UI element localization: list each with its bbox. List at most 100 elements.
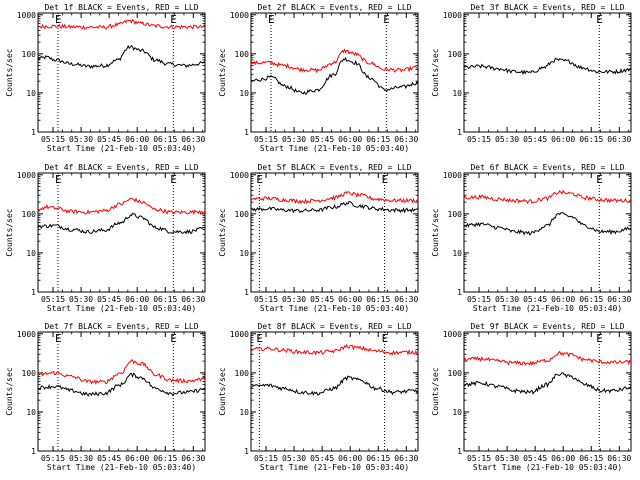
x-axis-label: Start Time (21-Feb-10 05:03:40) [473,463,622,472]
y-tick-label: 1 [244,288,249,297]
y-tick-label: 10 [26,249,36,258]
series-line-1 [250,375,419,396]
event-marker-label: E [596,332,603,345]
x-tick-label: 06:30 [394,295,418,304]
y-tick-label: 1 [31,288,36,297]
chart-panel-8: Det 8f BLACK = Events, RED = LLD 1 10 100 10… [218,322,419,472]
x-tick-label: 05:15 [41,295,65,304]
y-tick-label: 100 [235,210,250,219]
event-marker-label: E [382,332,389,345]
x-tick-label: 06:15 [366,135,390,144]
plot-frame [250,172,419,293]
plot-frame [463,12,632,133]
event-marker-label: E [256,332,263,345]
y-tick-label: 100 [235,369,250,378]
x-tick-label: 06:30 [607,454,631,463]
chart-panel-5: Det 5f BLACK = Events, RED = LLD 1 10 100 10… [218,163,419,313]
series-line-2 [37,359,206,385]
y-tick-label: 1000 [230,330,249,339]
chart-title: Det 6f BLACK = Events, RED = LLD [470,163,624,172]
x-tick-label: 06:15 [153,295,177,304]
y-tick-label: 10 [452,89,462,98]
y-axis-label: Counts/sec [431,48,440,96]
event-marker-label: E [170,13,177,26]
event-marker-label: E [170,173,177,186]
chart-panel-6: Det 6f BLACK = Events, RED = LLD 1 10 100 10… [431,163,632,313]
series-line-2 [37,197,206,216]
event-marker-label: E [382,173,389,186]
y-tick-label: 10 [452,249,462,258]
x-tick-label: 05:45 [310,454,334,463]
x-tick-label: 05:45 [97,454,121,463]
x-tick-label: 05:15 [254,454,278,463]
y-tick-label: 100 [448,50,463,59]
plot-frame [250,331,419,452]
chart-title: Det 1f BLACK = Events, RED = LLD [44,3,198,12]
y-tick-label: 10 [239,249,249,258]
x-axis-label: Start Time (21-Feb-10 05:03:40) [260,463,409,472]
x-tick-label: 06:30 [181,295,205,304]
x-tick-label: 05:30 [69,135,93,144]
y-tick-label: 1000 [17,171,36,180]
x-tick-label: 05:15 [467,295,491,304]
event-marker-label: E [596,173,603,186]
y-tick-label: 1000 [443,171,462,180]
chart-title: Det 2f BLACK = Events, RED = LLD [257,3,411,12]
y-tick-label: 1 [244,128,249,137]
y-tick-label: 1000 [230,171,249,180]
series-line-1 [37,44,206,69]
x-tick-label: 06:15 [153,454,177,463]
x-tick-label: 05:30 [282,295,306,304]
y-tick-label: 100 [235,50,250,59]
series-line-1 [250,200,419,214]
plot-frame [463,172,632,293]
series-line-1 [463,372,632,395]
x-tick-label: 05:30 [495,454,519,463]
x-tick-label: 05:45 [523,454,547,463]
x-tick-label: 06:00 [125,135,149,144]
x-tick-label: 05:30 [69,295,93,304]
x-tick-label: 06:30 [181,454,205,463]
y-tick-label: 1000 [17,330,36,339]
x-tick-label: 06:00 [338,454,362,463]
x-tick-label: 06:00 [125,295,149,304]
chart-title: Det 7f BLACK = Events, RED = LLD [44,322,198,331]
x-tick-label: 06:00 [125,454,149,463]
y-tick-label: 1000 [230,11,249,20]
series-line-2 [37,18,206,30]
y-axis-label: Counts/sec [218,48,227,96]
x-tick-label: 06:15 [366,295,390,304]
x-tick-label: 06:15 [153,135,177,144]
series-line-1 [37,372,206,397]
y-tick-label: 10 [26,408,36,417]
x-axis-label: Start Time (21-Feb-10 05:03:40) [47,144,196,153]
x-tick-label: 05:30 [495,295,519,304]
x-tick-label: 05:45 [97,295,121,304]
y-axis-label: Counts/sec [431,208,440,256]
series-line-1 [463,57,632,76]
event-marker-label: E [55,332,62,345]
chart-panel-7: Det 7f BLACK = Events, RED = LLD 1 10 100 10… [5,322,206,472]
y-tick-label: 1 [31,128,36,137]
x-tick-label: 06:15 [579,135,603,144]
y-tick-label: 10 [452,408,462,417]
event-marker-label: E [55,173,62,186]
y-tick-label: 100 [22,369,37,378]
event-marker-label: E [383,13,390,26]
plot-frame [463,331,632,452]
plot-frame [250,12,419,133]
y-axis-label: Counts/sec [218,367,227,415]
x-tick-label: 05:30 [282,135,306,144]
x-tick-label: 05:30 [495,135,519,144]
chart-title: Det 4f BLACK = Events, RED = LLD [44,163,198,172]
x-tick-label: 06:30 [394,454,418,463]
x-tick-label: 05:15 [467,454,491,463]
chart-panel-1: Det 1f BLACK = Events, RED = LLD 1 10 100 10… [5,3,206,153]
y-tick-label: 100 [448,210,463,219]
series-line-1 [37,212,206,235]
y-axis-label: Counts/sec [431,367,440,415]
x-tick-label: 05:30 [69,454,93,463]
series-line-2 [463,189,632,205]
series-line-2 [250,191,419,205]
